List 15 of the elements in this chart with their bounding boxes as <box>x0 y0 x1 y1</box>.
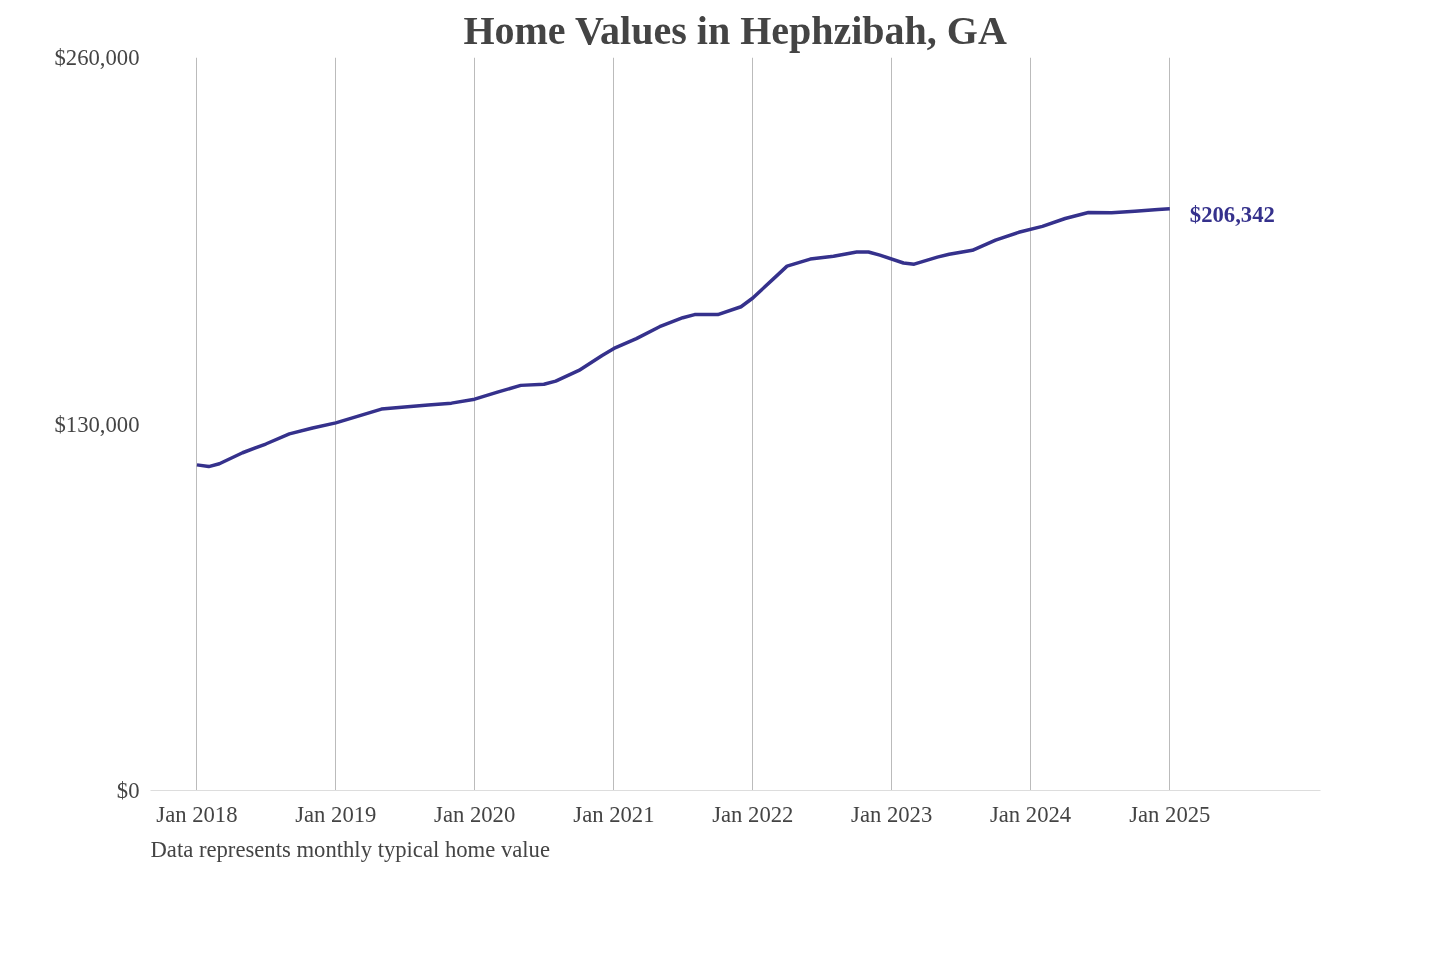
x-tick-label: Jan 2018 <box>156 801 238 827</box>
y-tick-label: $260,000 <box>54 45 140 70</box>
y-tick-label: $0 <box>116 778 140 803</box>
chart-title: Home Values in Hephzibah, GA <box>463 7 1007 53</box>
x-tick-label: Jan 2020 <box>434 801 516 827</box>
x-tick-label: Jan 2022 <box>712 801 794 827</box>
x-tick-label: Jan 2023 <box>851 801 933 827</box>
x-tick-label: Jan 2024 <box>989 801 1072 827</box>
line-series <box>195 207 1172 469</box>
text: Data represents monthly typical home value <box>150 836 551 862</box>
y-tick-label: $130,000 <box>54 411 140 437</box>
x-tick-label: Jan 2019 <box>295 801 377 827</box>
x-tick-label: Jan 2025 <box>1129 801 1211 827</box>
annotation: $206,342 <box>1189 202 1275 228</box>
x-tick-label: Jan 2021 <box>573 801 655 827</box>
